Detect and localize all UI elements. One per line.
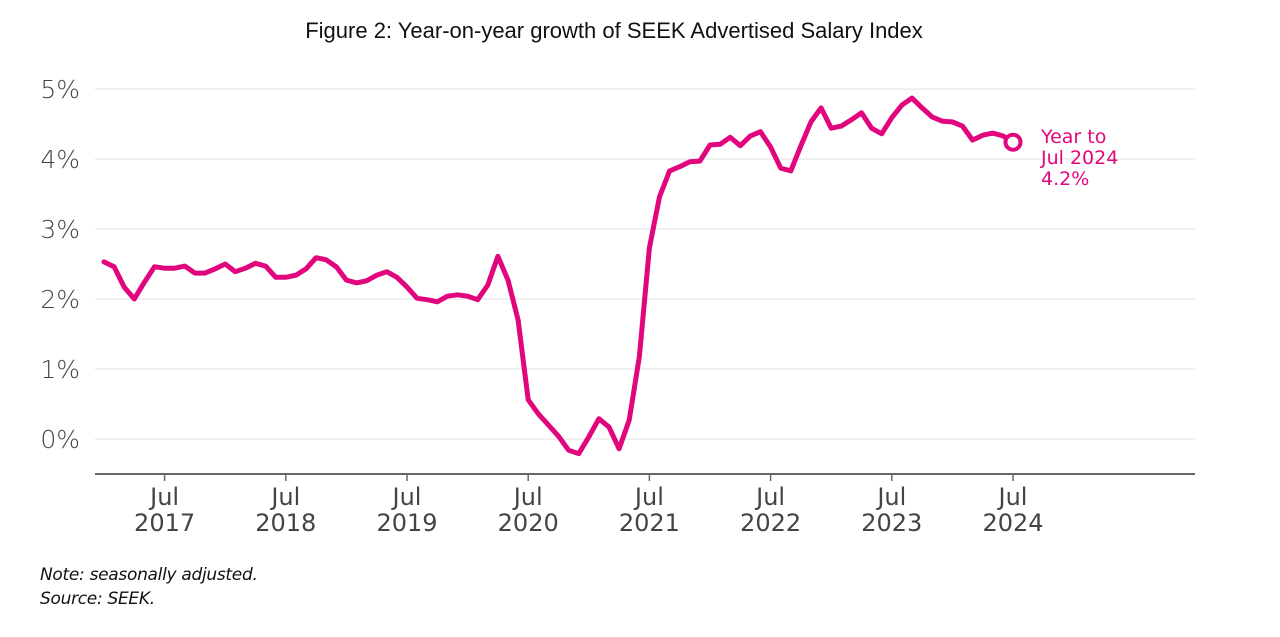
annotation-line-3: 4.2% xyxy=(1041,168,1089,190)
chart-title: Figure 2: Year-on-year growth of SEEK Ad… xyxy=(305,18,923,43)
x-tick-label-month: Jul xyxy=(512,483,543,511)
y-tick-label: 5% xyxy=(40,75,80,104)
annotation-line-2: Jul 2024 xyxy=(1040,147,1118,169)
end-point-marker xyxy=(1003,132,1023,152)
x-tick-label-year: 2019 xyxy=(376,509,437,537)
x-tick-label-year: 2017 xyxy=(134,509,195,537)
y-tick-label: 0% xyxy=(40,425,80,454)
series-line xyxy=(101,95,1016,457)
x-tick-label-month: Jul xyxy=(148,483,179,511)
x-tick-label-year: 2023 xyxy=(861,509,922,537)
x-tick-label-year: 2020 xyxy=(498,509,559,537)
y-tick-label: 2% xyxy=(40,285,80,314)
footnote-note: Note: seasonally adjusted. xyxy=(40,565,258,585)
x-tick-label-year: 2024 xyxy=(982,509,1043,537)
y-tick-label: 3% xyxy=(40,215,80,244)
x-axis: Jul2017Jul2018Jul2019Jul2020Jul2021Jul20… xyxy=(134,474,1044,537)
x-tick-label-month: Jul xyxy=(754,483,785,511)
y-axis: 0% 1% 2% 3% 4% 5% xyxy=(40,75,80,454)
y-tick-label: 1% xyxy=(40,355,80,384)
x-tick-label-month: Jul xyxy=(997,483,1028,511)
end-annotation: Year to Jul 2024 4.2% xyxy=(1040,126,1118,190)
x-tick-label-month: Jul xyxy=(875,483,906,511)
x-tick-label-month: Jul xyxy=(633,483,664,511)
annotation-line-1: Year to xyxy=(1040,126,1106,148)
data-points xyxy=(102,96,1015,456)
footnote-source: Source: SEEK. xyxy=(40,589,155,609)
x-tick-label-year: 2018 xyxy=(255,509,316,537)
x-tick-label-month: Jul xyxy=(269,483,300,511)
x-tick-label-year: 2021 xyxy=(619,509,680,537)
y-tick-label: 4% xyxy=(40,145,80,174)
x-tick-label-year: 2022 xyxy=(740,509,801,537)
x-tick-label-month: Jul xyxy=(391,483,422,511)
